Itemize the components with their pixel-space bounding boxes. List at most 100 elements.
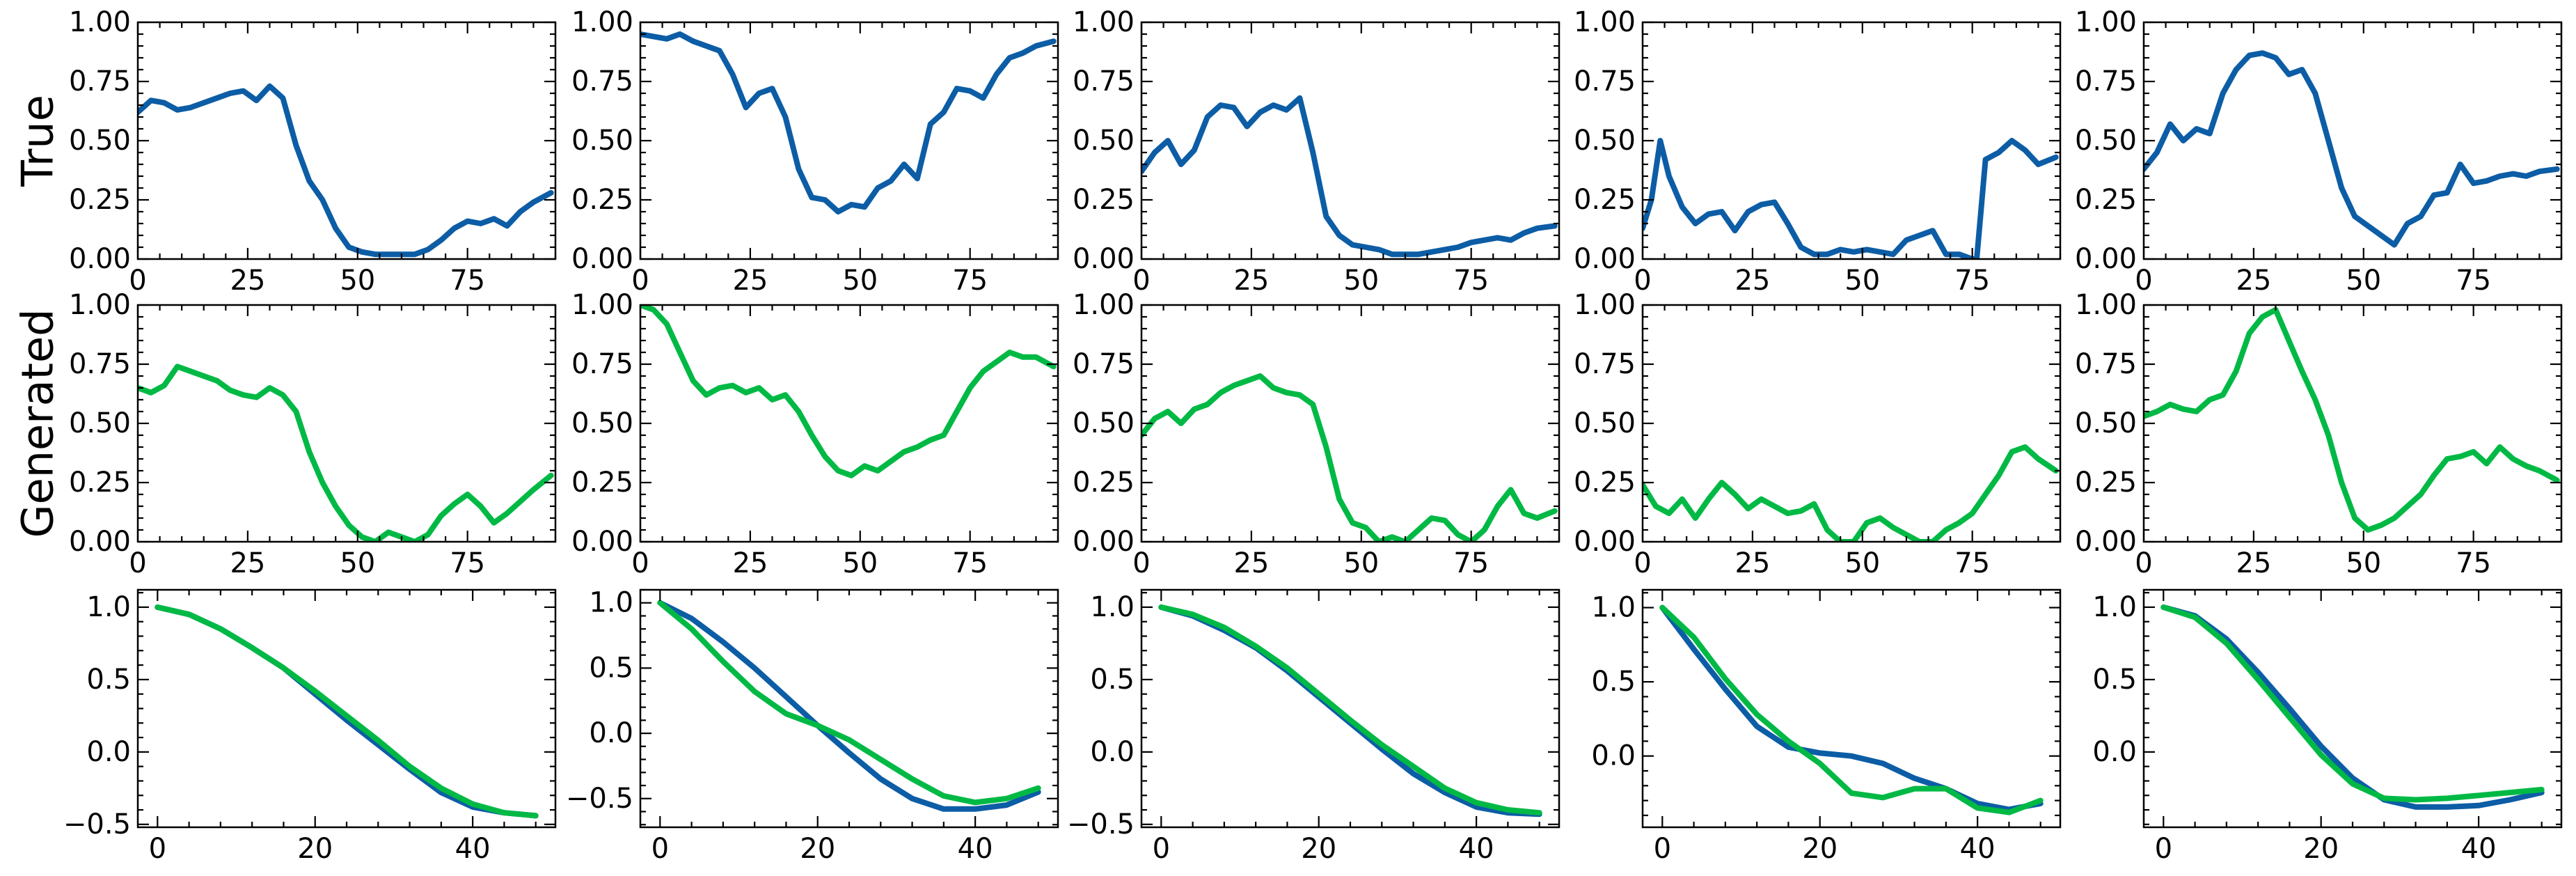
- y-tick-label: 0.75: [69, 65, 131, 97]
- y-tick-label: 0.25: [69, 467, 131, 499]
- y-tick-label: 0.75: [571, 65, 633, 97]
- generated-series-line: [1158, 604, 1542, 816]
- generated-series-line: [2144, 306, 2560, 533]
- y-tick-label: 1.00: [2075, 289, 2137, 321]
- x-tick-label: 50: [2346, 547, 2381, 579]
- x-tick-label: 0: [1132, 547, 1150, 579]
- y-tick-label: 0.00: [571, 526, 633, 558]
- x-tick-label: 0: [2135, 265, 2152, 297]
- x-tick-label: 50: [340, 547, 375, 579]
- y-tick-label: 1.0: [2092, 591, 2137, 623]
- y-tick-label: 0.0: [589, 717, 633, 749]
- row-label: True: [13, 95, 63, 187]
- x-tick-label: 0: [631, 547, 649, 579]
- chart-panel: 0 25 50 75 0.00 0.25 0.50 0.75 1.00: [69, 6, 557, 297]
- panels: 0 25 50 750.000.250.500.751.000 25 50 750.000.…: [63, 6, 2563, 865]
- y-tick-label: 0.50: [69, 125, 131, 157]
- chart-panel: 0 25 50 75 0.00 0.25 0.50 0.75 1.00: [1073, 289, 1560, 579]
- x-tick-label: 75: [450, 547, 485, 579]
- y-tick-label: 1.0: [1591, 592, 1636, 624]
- y-tick-label: 0.50: [1073, 407, 1135, 439]
- x-tick-label: 75: [1954, 547, 1990, 579]
- chart-panel: 0 20 40 −0.5 0.0 0.5 1.0: [1067, 588, 1560, 865]
- y-tick-label: 0.5: [1591, 666, 1636, 698]
- chart-panel: 0 20 40 0.0 0.5 1.0: [1591, 588, 2062, 865]
- y-tick-label: 0.50: [1073, 125, 1135, 157]
- x-tick-label: 75: [1453, 547, 1489, 579]
- x-tick-label: 0: [631, 265, 649, 297]
- y-tick-label: 0.50: [69, 407, 131, 439]
- y-tick-label: 0.5: [2092, 664, 2137, 696]
- y-tick-label: 0.5: [86, 664, 131, 696]
- y-tick-label: 1.00: [1574, 6, 1636, 38]
- x-tick-label: 50: [1343, 265, 1379, 297]
- generated-series-line: [657, 600, 1041, 806]
- y-tick-label: 1.00: [2075, 6, 2137, 38]
- x-tick-label: 20: [297, 833, 333, 865]
- x-tick-label: 25: [1233, 265, 1269, 297]
- chart-panel: 0 25 50 75 0.00 0.25 0.50 0.75 1.00: [2075, 289, 2563, 579]
- true-series-line: [1643, 138, 2059, 259]
- x-tick-label: 50: [842, 547, 878, 579]
- chart-panel: 0 25 50 75 0.00 0.25 0.50 0.75 1.00: [571, 289, 1059, 579]
- chart-panel: 0 20 40 −0.5 0.0 0.5 1.0: [566, 587, 1059, 865]
- chart-panel: 0 25 50 75 0.00 0.25 0.50 0.75 1.00: [1073, 6, 1560, 297]
- chart-panel: 0 25 50 75 0.00 0.25 0.50 0.75 1.00: [1574, 6, 2062, 297]
- y-tick-label: 0.0: [86, 736, 131, 768]
- y-tick-label: 0.25: [1073, 467, 1135, 499]
- y-tick-label: 0.00: [2075, 243, 2137, 275]
- generated-series-line: [2160, 604, 2545, 803]
- x-tick-label: 75: [952, 547, 988, 579]
- y-tick-label: 0.75: [1574, 348, 1636, 380]
- plot-frame: [639, 21, 1059, 260]
- y-tick-label: 0.0: [1090, 736, 1135, 768]
- chart-panel: 0 20 40 −0.5 0.0 0.5 1.0: [63, 588, 557, 865]
- y-tick-label: 0.00: [2075, 526, 2137, 558]
- y-tick-label: 0.75: [1073, 65, 1135, 97]
- y-tick-label: 0.25: [2075, 467, 2137, 499]
- x-tick-label: 0: [1153, 833, 1170, 865]
- generated-series-line: [640, 305, 1057, 478]
- y-tick-label: 0.50: [1574, 125, 1636, 157]
- generated-series-line: [1643, 444, 2059, 542]
- y-tick-label: 0.00: [69, 526, 131, 558]
- generated-series-line: [138, 363, 554, 542]
- y-tick-label: 0.00: [1073, 243, 1135, 275]
- x-tick-label: 75: [952, 265, 988, 297]
- true-series-line: [640, 31, 1057, 214]
- y-tick-label: 0.25: [69, 184, 131, 216]
- x-tick-label: 50: [842, 265, 878, 297]
- x-tick-label: 50: [1844, 547, 1880, 579]
- x-tick-label: 25: [2236, 547, 2271, 579]
- y-tick-label: 0.5: [1090, 664, 1135, 696]
- x-tick-label: 25: [230, 547, 265, 579]
- y-tick-label: 0.0: [2092, 736, 2137, 768]
- x-tick-label: 0: [1634, 265, 1651, 297]
- true-series-line: [1158, 604, 1542, 818]
- y-tick-label: 0.75: [1073, 348, 1135, 380]
- x-tick-label: 0: [129, 265, 146, 297]
- x-tick-label: 75: [1954, 265, 1990, 297]
- x-tick-label: 25: [2236, 265, 2271, 297]
- x-tick-label: 25: [732, 265, 768, 297]
- y-tick-label: 0.00: [69, 243, 131, 275]
- x-tick-label: 40: [958, 833, 993, 865]
- x-tick-label: 50: [1844, 265, 1880, 297]
- x-tick-label: 75: [1453, 265, 1489, 297]
- y-tick-label: 0.00: [1574, 526, 1636, 558]
- x-tick-label: 75: [2456, 547, 2491, 579]
- chart-panel: 0 25 50 75 0.00 0.25 0.50 0.75 1.00: [1574, 289, 2062, 579]
- y-tick-label: 0.50: [571, 125, 633, 157]
- x-tick-label: 0: [1634, 547, 1651, 579]
- y-tick-label: 0.5: [589, 652, 633, 684]
- y-tick-label: 0.00: [571, 243, 633, 275]
- y-tick-label: 0.75: [571, 348, 633, 380]
- plot-frame: [136, 588, 557, 829]
- y-tick-label: 0.25: [571, 467, 633, 499]
- x-tick-label: 0: [651, 833, 669, 865]
- x-tick-label: 40: [2461, 833, 2497, 865]
- y-tick-label: 1.00: [571, 6, 633, 38]
- x-tick-label: 0: [149, 833, 166, 865]
- x-tick-label: 50: [1343, 547, 1379, 579]
- y-tick-label: −0.5: [1067, 808, 1135, 840]
